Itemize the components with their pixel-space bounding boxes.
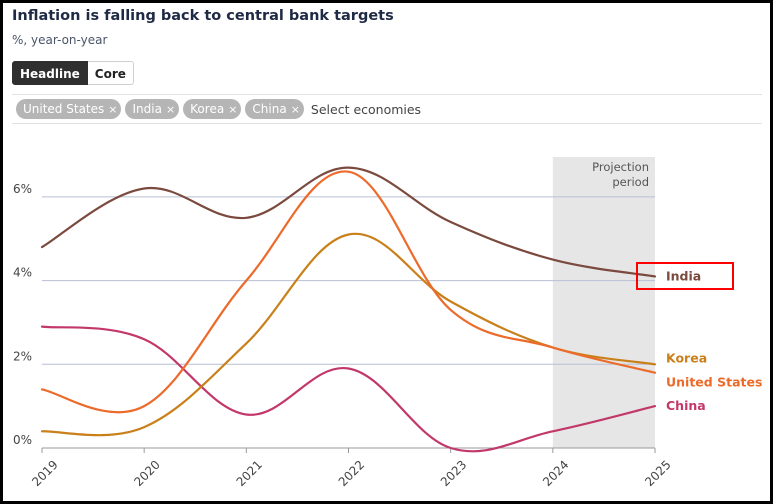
- tab-headline[interactable]: Headline: [12, 61, 88, 85]
- x-tick-label: 2024: [540, 458, 571, 489]
- economy-selector[interactable]: United States × India × Korea × China × …: [12, 94, 762, 124]
- india-highlight-box: [636, 262, 734, 290]
- chip-label: Korea: [190, 102, 225, 116]
- chart-title: Inflation is falling back to central ban…: [12, 8, 394, 24]
- x-tick-label: 2022: [336, 458, 367, 489]
- x-tick-label: 2025: [642, 458, 673, 489]
- series-end-label-korea: Korea: [666, 350, 707, 365]
- y-tick-label: 0%: [13, 433, 32, 447]
- chart-subtitle: %, year-on-year: [12, 33, 108, 47]
- chip-label: India: [132, 102, 162, 116]
- chip-korea[interactable]: Korea ×: [183, 99, 242, 119]
- chip-china[interactable]: China ×: [245, 99, 304, 119]
- chip-label: China: [252, 102, 287, 116]
- y-tick-label: 2%: [13, 349, 32, 363]
- y-tick-label: 4%: [13, 266, 32, 280]
- projection-label: Projection: [592, 160, 649, 174]
- select-economies-input[interactable]: Select economies: [310, 101, 422, 117]
- chip-united-states[interactable]: United States ×: [16, 99, 122, 119]
- remove-icon[interactable]: ×: [228, 102, 238, 116]
- series-line-china: [40, 325, 657, 453]
- x-tick-label: 2023: [438, 458, 469, 489]
- chip-india[interactable]: India ×: [125, 99, 180, 119]
- y-tick-label: 6%: [13, 182, 32, 196]
- projection-label: period: [612, 175, 649, 189]
- x-tick-label: 2021: [234, 458, 265, 489]
- x-tick-label: 2019: [29, 458, 60, 489]
- x-tick-label: 2020: [131, 458, 162, 489]
- series-line-united-states: [40, 170, 657, 414]
- view-tabs: Headline Core: [12, 61, 134, 85]
- series-end-label-india: India: [666, 268, 701, 283]
- tab-core[interactable]: Core: [87, 61, 134, 85]
- series-line-india: [40, 166, 657, 278]
- remove-icon[interactable]: ×: [165, 102, 176, 116]
- remove-icon[interactable]: ×: [108, 102, 118, 116]
- series-end-label-united-states: United States: [666, 375, 762, 390]
- remove-icon[interactable]: ×: [290, 102, 300, 116]
- projection-band: [552, 157, 655, 448]
- series-end-label-china: China: [666, 398, 706, 413]
- chip-label: United States: [23, 102, 105, 116]
